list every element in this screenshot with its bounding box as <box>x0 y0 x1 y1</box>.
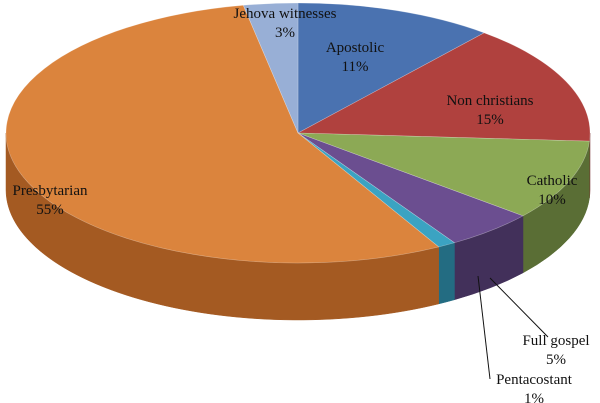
slice-name: Full gospel <box>522 333 589 349</box>
pie-slice-pentacostant <box>297 132 456 248</box>
slice-percent: 11% <box>342 59 369 75</box>
data-label-full-gospel: Full gospel 5% <box>522 333 589 368</box>
pie-slice-non-christians <box>296 32 591 142</box>
pie-slice-jehova-witnesses <box>242 2 299 134</box>
slice-name: Apostolic <box>326 40 385 56</box>
data-label-apostolic: Apostolic 11% <box>326 40 385 75</box>
pie-slice-presbytarian <box>5 4 440 264</box>
slice-name: Catholic <box>527 173 578 189</box>
slice-percent: 55% <box>36 202 64 218</box>
slice-percent: 15% <box>476 112 504 128</box>
data-label-jehova-witnesses: Jehova witnesses 3% <box>234 6 337 41</box>
pie-side-pentacostant <box>438 242 455 305</box>
slice-percent: 3% <box>275 25 295 41</box>
slice-name: Presbytarian <box>13 183 88 199</box>
pie-slice-full-gospel <box>297 132 524 244</box>
pie-slice-apostolic <box>297 2 485 134</box>
leader-line <box>477 275 491 380</box>
pie-slices <box>5 2 591 264</box>
data-label-pentacostant: Pentacostant 1% <box>496 372 573 403</box>
slice-name: Non christians <box>446 93 533 109</box>
data-labels: Apostolic 11% Non christians 15% Catholic 10%… <box>13 6 590 403</box>
slice-name: Jehova witnesses <box>234 6 337 22</box>
data-label-presbytarian: Presbytarian 55% <box>13 183 88 218</box>
data-label-catholic: Catholic 10% <box>527 173 578 208</box>
slice-percent: 5% <box>546 352 566 368</box>
slice-percent: 10% <box>538 192 566 208</box>
pie-slice-catholic <box>297 132 590 217</box>
slice-name: Pentacostant <box>496 372 573 388</box>
data-label-non-christians: Non christians 15% <box>446 93 533 128</box>
leader-line <box>489 277 549 338</box>
slice-percent: 1% <box>524 391 544 403</box>
leader-lines <box>477 275 549 380</box>
